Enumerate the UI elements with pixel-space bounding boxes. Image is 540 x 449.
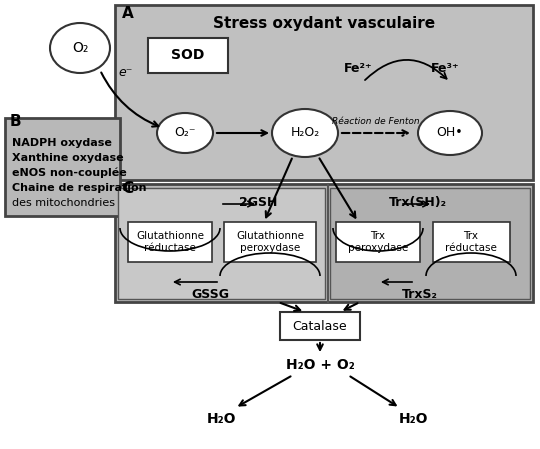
Text: 2GSH: 2GSH: [239, 196, 277, 209]
Bar: [115, 184, 533, 302]
Text: A: A: [122, 6, 134, 21]
Bar: [280, 312, 360, 340]
Text: OH•: OH•: [437, 127, 463, 140]
Text: eNOS non-couplée: eNOS non-couplée: [12, 168, 127, 179]
Text: H₂O₂: H₂O₂: [291, 127, 320, 140]
Text: Fe³⁺: Fe³⁺: [431, 62, 460, 75]
Text: Glutathionne
peroxydase: Glutathionne peroxydase: [236, 231, 304, 253]
Text: Trx
réductase: Trx réductase: [445, 231, 497, 253]
Text: Trx(SH)₂: Trx(SH)₂: [389, 196, 447, 209]
Bar: [5, 118, 120, 216]
Bar: [336, 222, 420, 262]
Bar: [330, 188, 530, 299]
Text: NADPH oxydase: NADPH oxydase: [12, 138, 112, 148]
Bar: [118, 188, 325, 299]
Ellipse shape: [50, 23, 110, 73]
Text: B: B: [10, 114, 22, 129]
Text: C: C: [122, 181, 133, 196]
Text: H₂O: H₂O: [207, 412, 237, 426]
Text: Glutathionne
réductase: Glutathionne réductase: [136, 231, 204, 253]
Text: H₂O: H₂O: [399, 412, 428, 426]
Ellipse shape: [272, 109, 338, 157]
Text: Stress oxydant vasculaire: Stress oxydant vasculaire: [213, 16, 435, 31]
Text: des mitochondries: des mitochondries: [12, 198, 115, 208]
Text: H₂O + O₂: H₂O + O₂: [286, 358, 354, 372]
Text: Fe²⁺: Fe²⁺: [343, 62, 372, 75]
Ellipse shape: [157, 113, 213, 153]
Text: Xanthine oxydase: Xanthine oxydase: [12, 153, 124, 163]
Bar: [128, 222, 212, 262]
Ellipse shape: [418, 111, 482, 155]
Bar: [115, 5, 533, 180]
Bar: [433, 222, 510, 262]
Bar: [148, 38, 228, 73]
Text: O₂⁻: O₂⁻: [174, 127, 195, 140]
Text: SOD: SOD: [171, 48, 205, 62]
Bar: [224, 222, 316, 262]
Text: Catalase: Catalase: [293, 320, 347, 333]
Text: Chaine de respiration: Chaine de respiration: [12, 183, 146, 193]
Text: O₂: O₂: [72, 41, 88, 55]
Text: e⁻: e⁻: [119, 66, 133, 79]
Text: Réaction de Fenton: Réaction de Fenton: [332, 117, 420, 126]
Text: Trx
peroxydase: Trx peroxydase: [348, 231, 408, 253]
Text: GSSG: GSSG: [191, 287, 229, 300]
Text: TrxS₂: TrxS₂: [402, 287, 438, 300]
